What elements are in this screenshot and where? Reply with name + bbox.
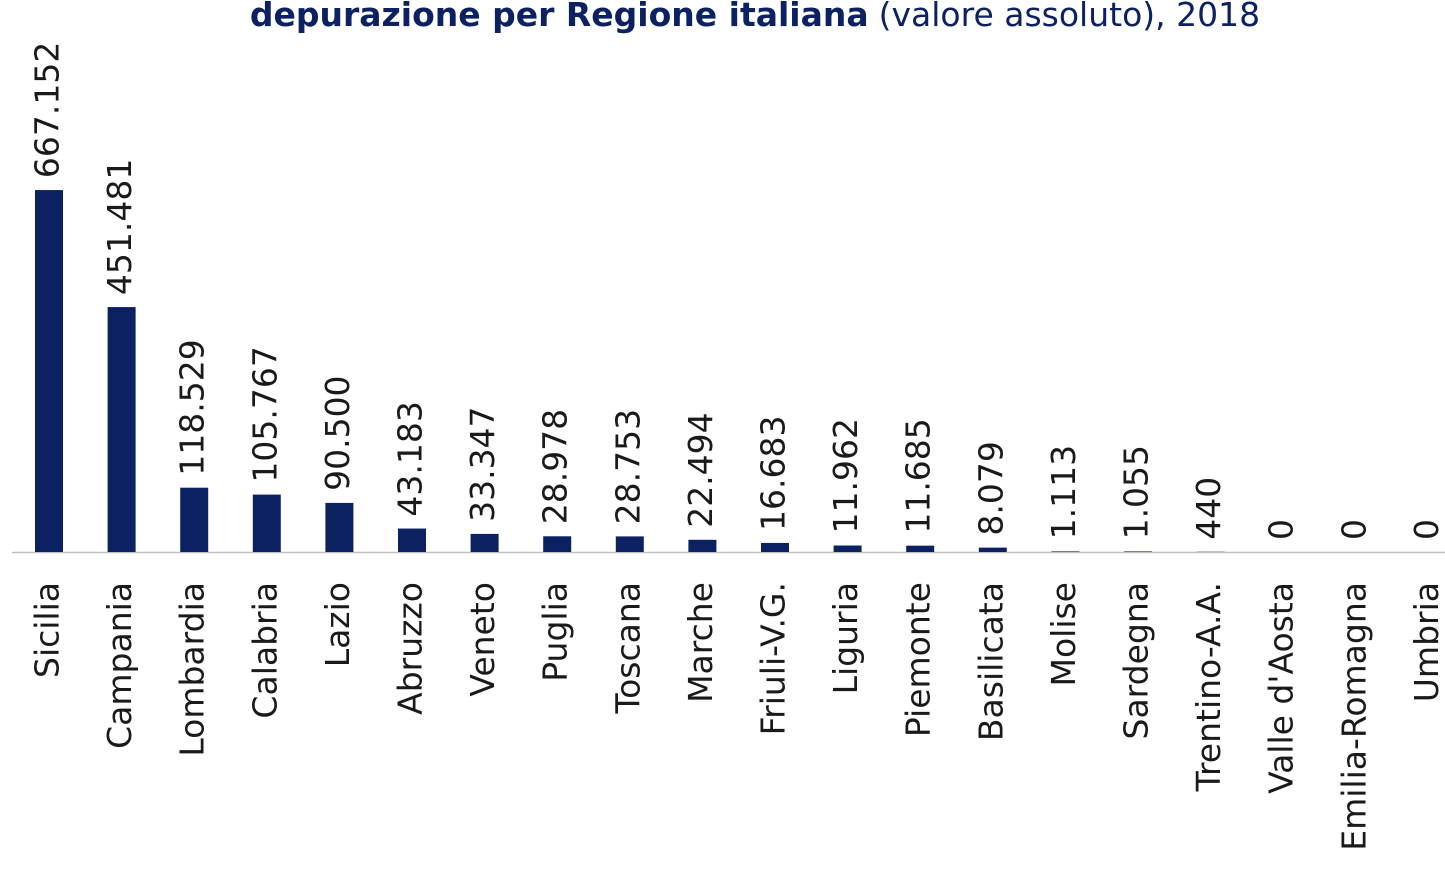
bar [398, 528, 426, 552]
value-label: 1.113 [1044, 445, 1083, 539]
value-label: 118.529 [173, 339, 212, 475]
value-label: 28.978 [536, 409, 575, 524]
title-bold: depurazione per Regione italiana [250, 0, 869, 34]
x-tick-label: Campania [100, 582, 139, 749]
value-label: 667.152 [28, 42, 67, 178]
bar [688, 539, 717, 552]
value-label: 33.347 [463, 406, 502, 521]
x-tick-label: Calabria [245, 582, 284, 719]
bar [543, 536, 572, 552]
bar [615, 536, 644, 552]
title-normal: (valore assoluto), 2018 [879, 0, 1260, 34]
value-label: 0 [1262, 519, 1301, 540]
value-label: 43.183 [391, 401, 430, 516]
bar [325, 502, 354, 552]
x-tick-label: Sardegna [1117, 582, 1156, 740]
value-label: 90.500 [318, 375, 357, 490]
x-tick-label: Molise [1044, 582, 1083, 687]
value-label: 11.685 [899, 418, 938, 533]
x-tick-label: Piemonte [899, 582, 938, 737]
x-tick-label: Marche [681, 582, 720, 703]
bar [180, 487, 209, 552]
value-label: 22.494 [681, 412, 720, 527]
x-tick-label: Lombardia [173, 582, 212, 757]
x-tick-label: Puglia [536, 582, 575, 682]
value-label: 11.962 [826, 418, 865, 533]
x-tick-label: Umbria [1407, 582, 1445, 702]
bar [833, 545, 862, 552]
value-label: 8.079 [971, 441, 1010, 535]
x-tick-label: Lazio [318, 582, 357, 667]
bar [906, 545, 935, 552]
x-tick-label: Veneto [463, 582, 502, 697]
bar [1124, 551, 1152, 552]
bar [470, 533, 499, 552]
x-tick-label: Trentino-A.A. [1189, 582, 1228, 792]
value-label: 0 [1407, 519, 1445, 540]
bar [107, 307, 136, 552]
bar [252, 494, 281, 552]
value-label: 440 [1189, 477, 1228, 540]
bar [978, 547, 1007, 552]
x-tick-label: Abruzzo [391, 582, 430, 715]
x-tick-label: Friuli-V.G. [754, 582, 793, 735]
bar [1051, 551, 1080, 552]
bar [35, 190, 63, 552]
x-tick-label: Basilicata [971, 582, 1010, 741]
x-tick-label: Sicilia [28, 582, 67, 678]
value-label: 16.683 [754, 415, 793, 530]
x-tick-label: Valle d'Aosta [1262, 582, 1301, 794]
value-label: 28.753 [608, 409, 647, 524]
chart-title: depurazione per Regione italiana (valore … [250, 0, 1260, 34]
value-label: 0 [1334, 519, 1373, 540]
x-tick-label: Emilia-Romagna [1334, 582, 1373, 851]
x-tick-label: Toscana [608, 582, 647, 714]
value-label: 105.767 [245, 346, 284, 482]
bar [761, 542, 789, 552]
x-tick-label: Liguria [826, 582, 865, 694]
value-label: 451.481 [100, 159, 139, 295]
value-label: 1.055 [1117, 445, 1156, 539]
